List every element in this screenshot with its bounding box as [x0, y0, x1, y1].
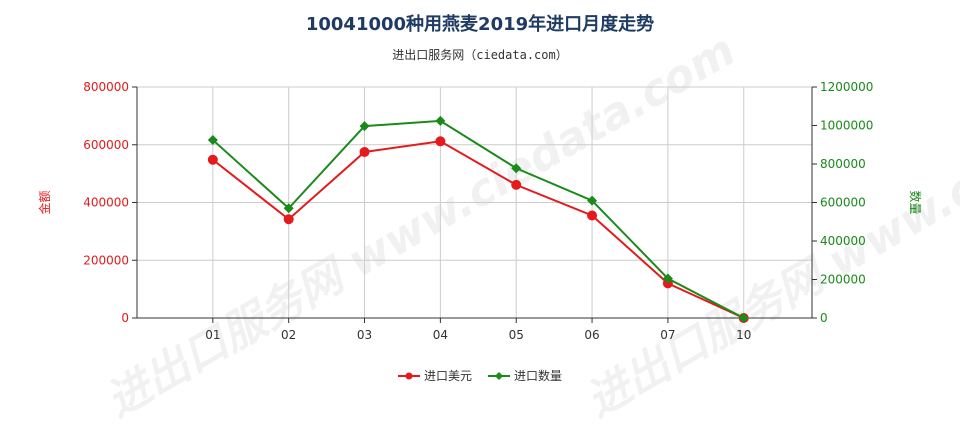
- chart-canvas: 0 200000 400000 600000 800000 0 200000 400000 60…: [37, 80, 923, 383]
- x-tick-label: 02: [281, 328, 296, 342]
- data-point-series-1: [435, 136, 446, 147]
- data-point-series-2: [587, 195, 598, 206]
- data-point-series-1: [283, 214, 294, 225]
- y-tick-right-label: 1000000: [820, 119, 873, 133]
- y-tick-left-label: 0: [121, 311, 129, 325]
- y-tick-left-label: 400000: [83, 196, 129, 210]
- data-point-series-2: [738, 313, 749, 323]
- y-axis-right-label: 数量: [908, 190, 923, 214]
- data-point-series-2: [435, 115, 446, 126]
- x-tick-label: 10: [736, 328, 751, 342]
- legend-marker-1: [405, 372, 413, 380]
- y-tick-left-label: 200000: [83, 253, 129, 267]
- x-tick-label: 05: [509, 328, 524, 342]
- y-tick-right-label: 800000: [820, 157, 866, 171]
- data-point-series-1: [359, 146, 370, 157]
- legend-label-2: 进口数量: [514, 368, 562, 383]
- y-tick-left-label: 600000: [83, 138, 129, 152]
- data-point-series-1: [207, 154, 218, 165]
- legend-label-1: 进口美元: [424, 369, 472, 383]
- data-point-series-2: [662, 273, 673, 284]
- series-line-2: [212, 119, 745, 319]
- x-tick-label: 04: [433, 328, 448, 342]
- x-tick-label: 01: [205, 328, 220, 342]
- data-point-series-2: [511, 163, 522, 174]
- series-line-1: [212, 140, 745, 319]
- chart-title: 10041000种用燕麦2019年进口月度走势: [305, 14, 655, 35]
- y-tick-right-label: 200000: [820, 273, 866, 287]
- x-tick-label: 03: [357, 328, 372, 342]
- data-point-series-1: [587, 210, 598, 221]
- legend-marker-2: [495, 372, 503, 380]
- y-axis-left-label: 金额: [37, 190, 52, 214]
- data-point-series-2: [207, 134, 218, 145]
- y-tick-left-label: 800000: [83, 80, 129, 94]
- y-tick-right-label: 600000: [820, 196, 866, 210]
- chart-subtitle: 进出口服务网（ciedata.com）: [392, 48, 568, 62]
- y-tick-right-label: 1200000: [820, 80, 873, 94]
- data-point-series-2: [359, 121, 370, 132]
- y-tick-right-label: 400000: [820, 234, 866, 248]
- y-tick-right-label: 0: [820, 311, 828, 325]
- x-tick-label: 06: [584, 328, 599, 342]
- data-point-series-2: [283, 203, 294, 214]
- x-tick-label: 07: [660, 328, 675, 342]
- data-point-series-1: [511, 179, 522, 190]
